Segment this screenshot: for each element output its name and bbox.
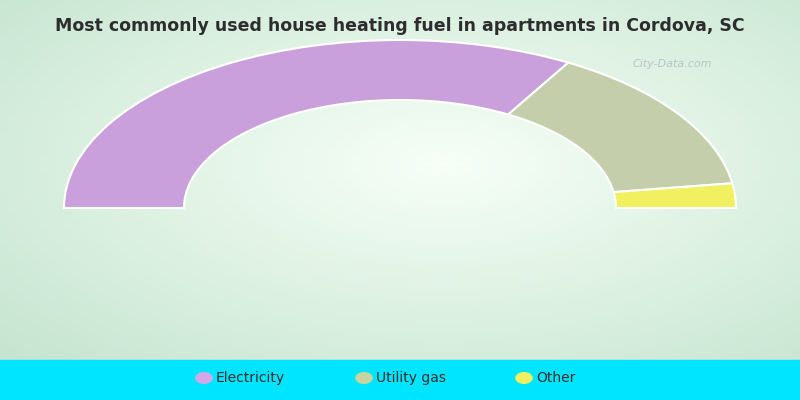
Bar — [0, 360, 800, 400]
Wedge shape — [64, 40, 568, 208]
Wedge shape — [614, 183, 736, 208]
Text: City-Data.com: City-Data.com — [632, 59, 712, 69]
Text: Electricity: Electricity — [216, 371, 285, 385]
Wedge shape — [508, 62, 732, 192]
Text: Other: Other — [536, 371, 575, 385]
Ellipse shape — [195, 372, 213, 384]
Ellipse shape — [515, 372, 533, 384]
Text: Utility gas: Utility gas — [376, 371, 446, 385]
Ellipse shape — [355, 372, 373, 384]
Text: Most commonly used house heating fuel in apartments in Cordova, SC: Most commonly used house heating fuel in… — [55, 17, 745, 35]
